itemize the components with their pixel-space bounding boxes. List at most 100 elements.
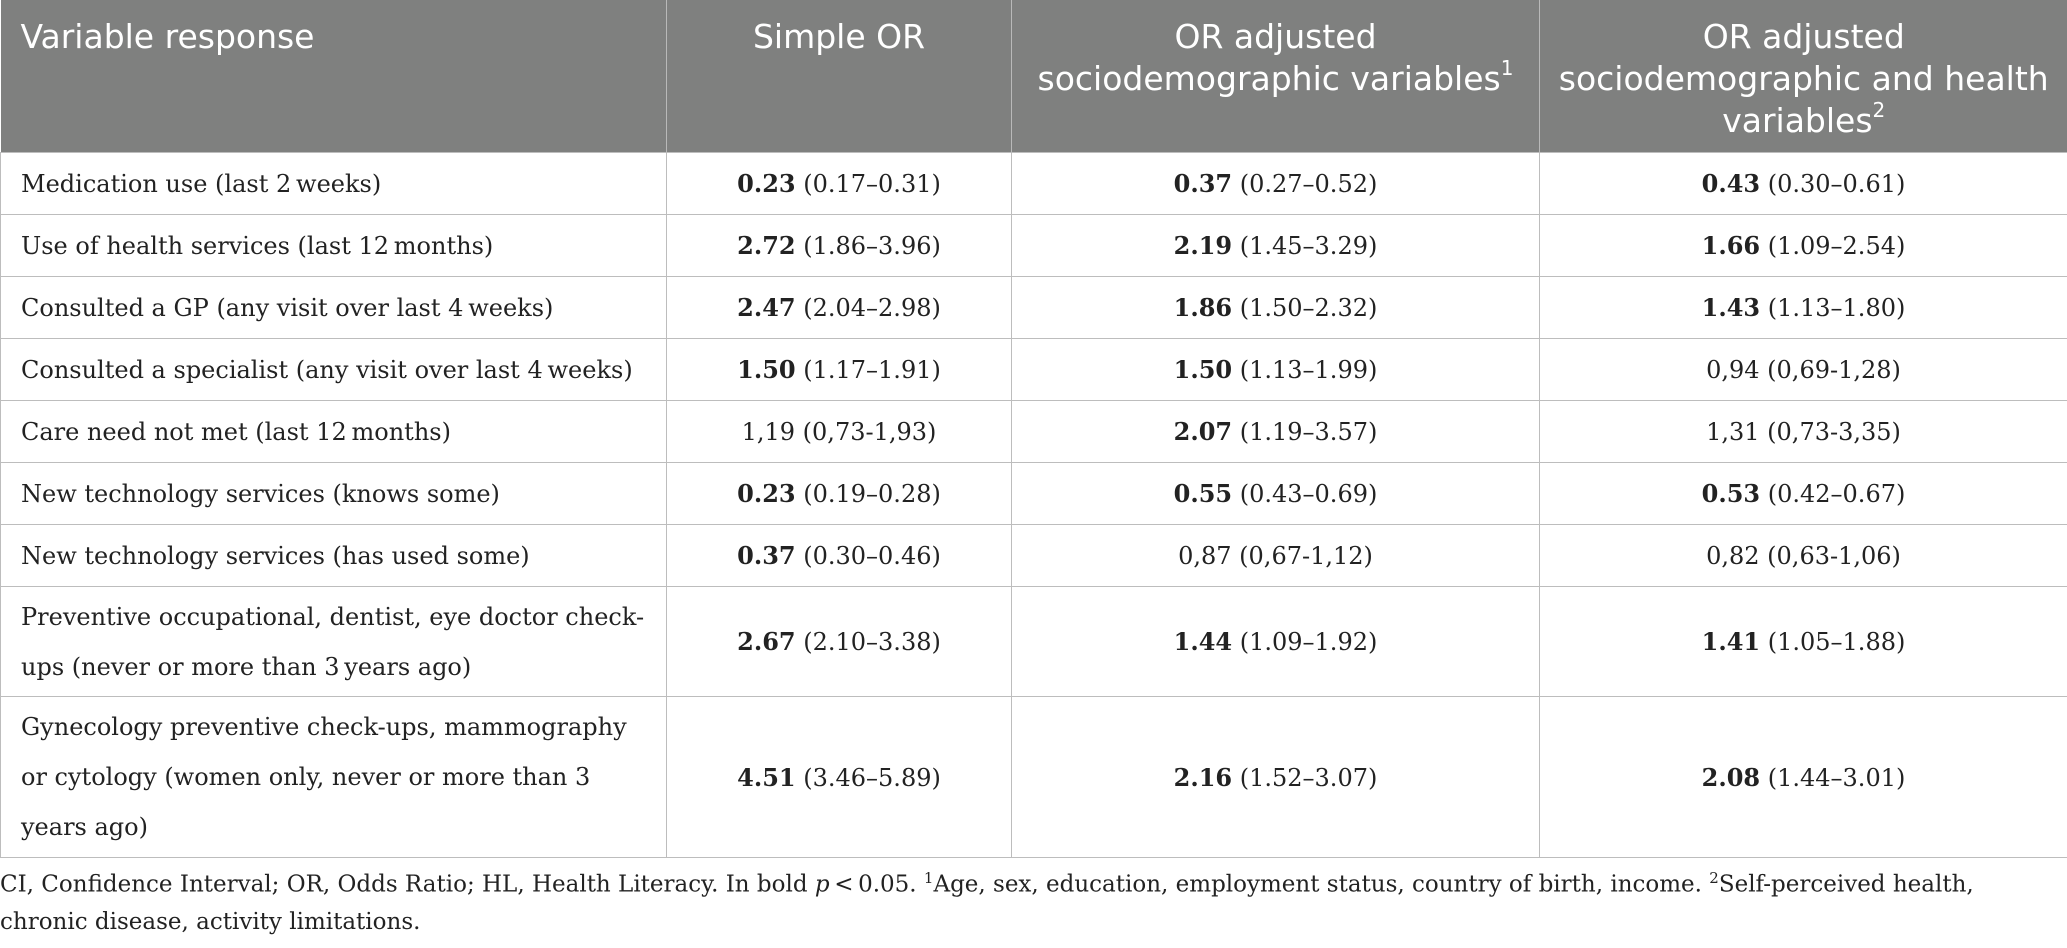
confidence-interval: (0.43–0.69)	[1232, 480, 1378, 508]
header-or-adjusted-sociodemographic-health: OR adjusted sociodemographic and health …	[1539, 0, 2067, 153]
or-value-cell: 0,82 (0,63-1,06)	[1539, 524, 2067, 587]
significant-or-value: 1.41	[1701, 627, 1761, 656]
confidence-interval: (1.86–3.96)	[795, 232, 941, 260]
significant-or-value: 0.53	[1701, 479, 1761, 508]
significant-or-value: 4.51	[737, 762, 796, 792]
variable-label-cell: Consulted a specialist (any visit over l…	[0, 338, 667, 401]
or-value-cell: 1.43 (1.13–1.80)	[1539, 276, 2067, 339]
confidence-interval: (0.17–0.31)	[795, 170, 941, 198]
or-value-cell: 0.23 (0.17–0.31)	[666, 152, 1012, 215]
or-value-cell: 1.66 (1.09–2.54)	[1539, 214, 2067, 277]
significant-or-value: 0.55	[1173, 479, 1233, 508]
confidence-interval: (1.09–1.92)	[1232, 628, 1378, 656]
table-row: New technology services (knows some) 0.23…	[0, 462, 2067, 525]
confidence-interval: (1.45–3.29)	[1232, 232, 1378, 260]
table-row: Medication use (last 2 weeks) 0.23 (0.17–…	[0, 152, 2067, 215]
confidence-interval: (1.19–3.57)	[1232, 418, 1378, 446]
or-value-cell: 1,31 (0,73-3,35)	[1539, 400, 2067, 463]
or-value-cell: 0.53 (0.42–0.67)	[1539, 462, 2067, 525]
confidence-interval: (1.44–3.01)	[1760, 763, 1906, 792]
variable-label-cell: Preventive occupational, dentist, eye do…	[0, 586, 667, 697]
confidence-interval: (1.05–1.88)	[1760, 628, 1906, 656]
confidence-interval: 0,94 (0,69-1,28)	[1706, 356, 1901, 384]
significant-or-value: 2.72	[737, 231, 796, 260]
significant-or-value: 2.47	[737, 293, 796, 322]
or-value-cell: 1.44 (1.09–1.92)	[1011, 586, 1540, 697]
or-value-cell: 0.37 (0.30–0.46)	[666, 524, 1012, 587]
or-value-cell: 2.08 (1.44–3.01)	[1539, 696, 2067, 858]
or-value-cell: 2.67 (2.10–3.38)	[666, 586, 1012, 697]
table-header-row: Variable response Simple OR OR adjusted …	[0, 0, 2067, 153]
significant-or-value: 1.50	[737, 355, 796, 384]
confidence-interval: (0.30–0.61)	[1760, 170, 1906, 198]
significant-or-value: 0.23	[737, 169, 796, 198]
or-value-cell: 2.19 (1.45–3.29)	[1011, 214, 1540, 277]
significant-or-value: 0.37	[737, 541, 796, 570]
confidence-interval: (2.04–2.98)	[795, 294, 941, 322]
significant-or-value: 2.16	[1173, 762, 1233, 792]
table-row: Preventive occupational, dentist, eye do…	[0, 586, 2067, 697]
or-value-cell: 0,87 (0,67-1,12)	[1011, 524, 1540, 587]
or-value-cell: 1.86 (1.50–2.32)	[1011, 276, 1540, 339]
table-footnote: CI, Confidence Interval; OR, Odds Ratio;…	[0, 869, 1974, 935]
or-value-cell: 0.23 (0.19–0.28)	[666, 462, 1012, 525]
or-value-cell: 2.72 (1.86–3.96)	[666, 214, 1012, 277]
table-row: Use of health services (last 12 months) 2…	[0, 214, 2067, 277]
significant-or-value: 0.23	[737, 479, 796, 508]
confidence-interval: (0.30–0.46)	[795, 542, 941, 570]
confidence-interval: (1.13–1.99)	[1232, 356, 1378, 384]
significant-or-value: 1.50	[1173, 355, 1233, 384]
header-simple-or: Simple OR	[666, 0, 1012, 153]
confidence-interval: 0,82 (0,63-1,06)	[1706, 542, 1901, 570]
or-value-cell: 0.43 (0.30–0.61)	[1539, 152, 2067, 215]
table-row: Consulted a specialist (any visit over l…	[0, 338, 2067, 401]
significant-or-value: 2.19	[1173, 231, 1233, 260]
confidence-interval: (0.42–0.67)	[1760, 480, 1906, 508]
variable-label-cell: New technology services (has used some)	[0, 524, 667, 587]
odds-ratio-table: Variable response Simple OR OR adjusted …	[0, 0, 2067, 858]
header-variable-response: Variable response	[0, 0, 667, 153]
confidence-interval: (2.10–3.38)	[795, 628, 941, 656]
confidence-interval: 1,31 (0,73-3,35)	[1706, 418, 1901, 446]
confidence-interval: (1.17–1.91)	[795, 356, 941, 384]
header-or-adjusted-sociodemographic: OR adjusted sociodemographic variables1	[1011, 0, 1540, 153]
footnote-marker-2: 2	[1872, 98, 1886, 122]
or-value-cell: 0,94 (0,69-1,28)	[1539, 338, 2067, 401]
or-value-cell: 2.16 (1.52–3.07)	[1011, 696, 1540, 858]
confidence-interval: 0,87 (0,67-1,12)	[1178, 542, 1373, 570]
variable-label-cell: Consulted a GP (any visit over last 4 we…	[0, 276, 667, 339]
footnote-marker-1: 1	[1500, 56, 1514, 80]
or-value-cell: 0.37 (0.27–0.52)	[1011, 152, 1540, 215]
or-value-cell: 1.50 (1.13–1.99)	[1011, 338, 1540, 401]
confidence-interval: (1.52–3.07)	[1232, 763, 1378, 792]
significant-or-value: 1.44	[1173, 627, 1233, 656]
table-row: Gynecology preventive check-ups, mammogr…	[0, 696, 2067, 858]
confidence-interval: (1.50–2.32)	[1232, 294, 1378, 322]
confidence-interval: (0.19–0.28)	[795, 480, 941, 508]
significant-or-value: 0.43	[1701, 169, 1761, 198]
significant-or-value: 1.86	[1173, 293, 1233, 322]
significant-or-value: 1.43	[1701, 293, 1761, 322]
or-value-cell: 4.51 (3.46–5.89)	[666, 696, 1012, 858]
significant-or-value: 1.66	[1701, 231, 1761, 260]
confidence-interval: (1.09–2.54)	[1760, 232, 1906, 260]
confidence-interval: (0.27–0.52)	[1232, 170, 1378, 198]
or-value-cell: 1.41 (1.05–1.88)	[1539, 586, 2067, 697]
table-row: New technology services (has used some) 0…	[0, 524, 2067, 587]
variable-label-cell: Medication use (last 2 weeks)	[0, 152, 667, 215]
significant-or-value: 2.08	[1701, 762, 1761, 792]
table-row: Care need not met (last 12 months) 1,19 (…	[0, 400, 2067, 463]
variable-label-cell: Gynecology preventive check-ups, mammogr…	[0, 696, 667, 858]
confidence-interval: (3.46–5.89)	[795, 763, 941, 792]
table-row: Consulted a GP (any visit over last 4 we…	[0, 276, 2067, 339]
significant-or-value: 2.67	[737, 627, 796, 656]
confidence-interval: (1.13–1.80)	[1760, 294, 1906, 322]
confidence-interval: 1,19 (0,73-1,93)	[741, 418, 937, 446]
or-value-cell: 1.50 (1.17–1.91)	[666, 338, 1012, 401]
variable-label-cell: Use of health services (last 12 months)	[0, 214, 667, 277]
or-value-cell: 2.07 (1.19–3.57)	[1011, 400, 1540, 463]
variable-label-cell: Care need not met (last 12 months)	[0, 400, 667, 463]
or-value-cell: 0.55 (0.43–0.69)	[1011, 462, 1540, 525]
significant-or-value: 0.37	[1173, 169, 1233, 198]
